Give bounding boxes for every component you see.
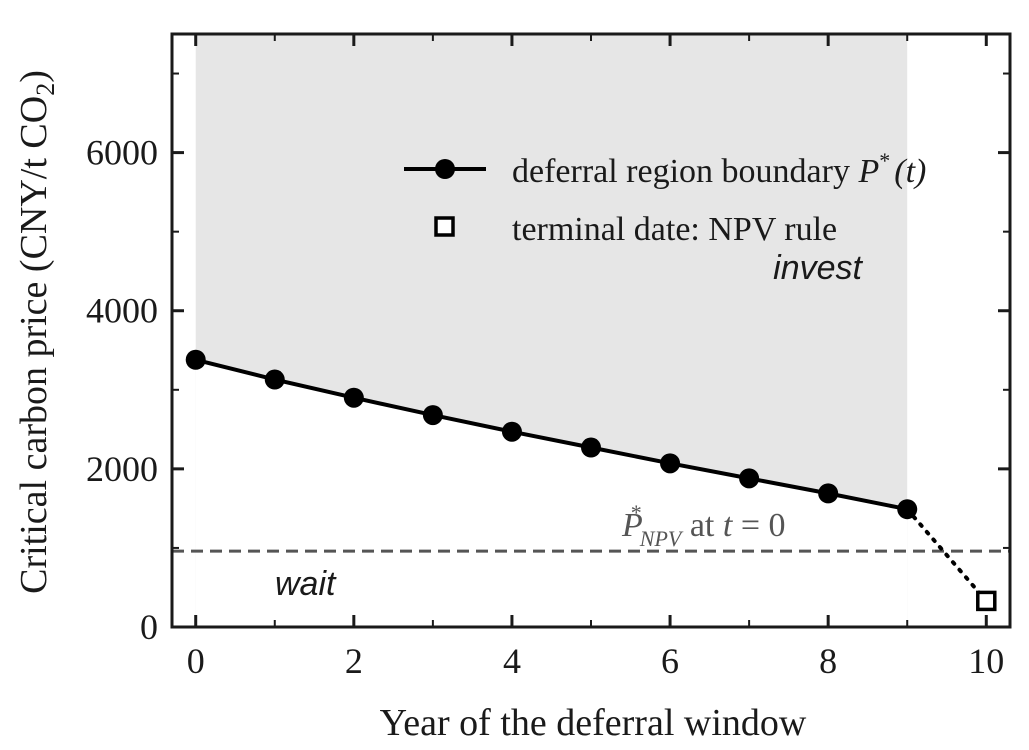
boundary-line bbox=[195, 357, 908, 512]
boundary-point bbox=[581, 437, 601, 458]
y-tick-label: 0 bbox=[140, 607, 158, 647]
legend-circle-marker bbox=[435, 159, 455, 179]
x-tick-label: 8 bbox=[819, 641, 837, 681]
invest-region-label: invest bbox=[773, 249, 863, 287]
legend-entry-boundary: deferral region boundary P* (t) bbox=[512, 148, 926, 190]
boundary-point bbox=[343, 387, 364, 408]
chart-labels: Year of the deferral window Critical car… bbox=[13, 70, 807, 744]
x-axis-label: Year of the deferral window bbox=[380, 702, 807, 744]
boundary-point bbox=[818, 483, 839, 504]
boundary-point bbox=[897, 499, 918, 520]
y-tick-label: 6000 bbox=[86, 133, 158, 173]
boundary-point bbox=[501, 421, 522, 442]
y-tick-label: 4000 bbox=[86, 291, 158, 331]
npv-line-label: P* NPV at t = 0 bbox=[621, 500, 786, 551]
plot-area bbox=[195, 34, 908, 627]
x-tick-label: 10 bbox=[968, 641, 1004, 681]
legend: deferral region boundary P* (t) terminal … bbox=[404, 148, 926, 248]
wait-region bbox=[195, 359, 908, 627]
boundary-point bbox=[185, 349, 206, 370]
x-tick-label: 6 bbox=[661, 641, 679, 681]
legend-square-marker bbox=[434, 216, 455, 237]
legend-entry-terminal: terminal date: NPV rule bbox=[512, 211, 837, 248]
axes: 0 2 4 6 8 10 0 2000 4000 6000 bbox=[86, 32, 1012, 681]
boundary-point bbox=[660, 453, 681, 474]
terminal-connector bbox=[905, 507, 989, 603]
x-tick-label: 2 bbox=[345, 641, 363, 681]
boundary-point bbox=[422, 405, 443, 426]
x-tick-label: 4 bbox=[503, 641, 521, 681]
boundary-point bbox=[739, 468, 760, 489]
y-axis-label: Critical carbon price (CNY/t CO2) bbox=[13, 70, 60, 594]
x-tick-label: 0 bbox=[187, 641, 205, 681]
y-tick-label: 2000 bbox=[86, 449, 158, 489]
chart-marks bbox=[172, 349, 1010, 612]
wait-region-label: wait bbox=[275, 565, 337, 603]
terminal-point bbox=[976, 590, 997, 612]
boundary-point bbox=[264, 369, 285, 390]
annotations: invest wait P* NPV at t = 0 bbox=[275, 249, 864, 603]
